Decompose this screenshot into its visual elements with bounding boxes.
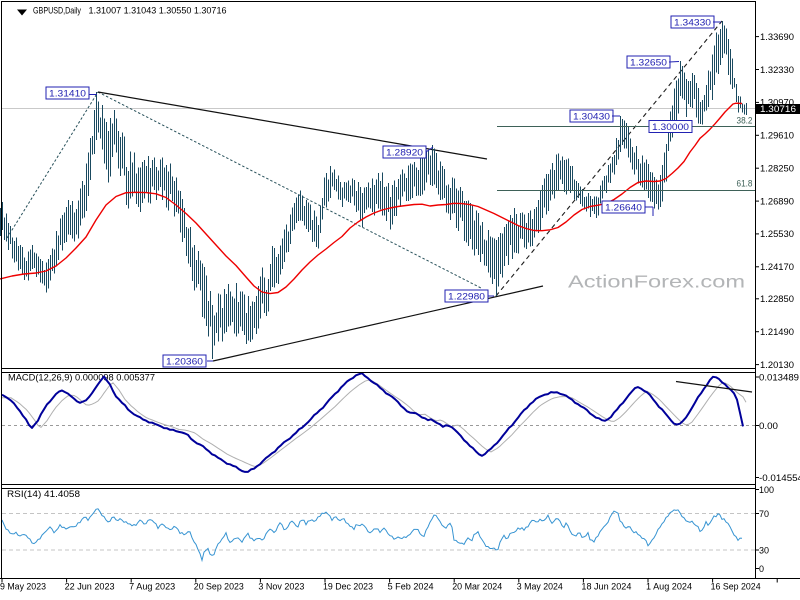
svg-text:5 Feb 2024: 5 Feb 2024 <box>388 582 434 592</box>
svg-text:1.26640: 1.26640 <box>605 203 642 214</box>
svg-text:1.31007 1.31043 1.30550 1.3071: 1.31007 1.31043 1.30550 1.30716 <box>89 5 227 15</box>
svg-text:16 Sep 2024: 16 Sep 2024 <box>711 582 761 592</box>
svg-text:22 Jun 2023: 22 Jun 2023 <box>65 582 115 592</box>
svg-text:1.21490: 1.21490 <box>760 327 794 337</box>
svg-text:20 Sep 2023: 20 Sep 2023 <box>194 582 244 592</box>
svg-text:1.30430: 1.30430 <box>573 112 610 123</box>
svg-text:1.28920: 1.28920 <box>386 148 423 159</box>
svg-text:ActionForex.com: ActionForex.com <box>568 272 745 292</box>
svg-text:1.20360: 1.20360 <box>166 357 203 368</box>
svg-text:1.22850: 1.22850 <box>760 294 794 304</box>
svg-text:3 May 2024: 3 May 2024 <box>517 582 563 592</box>
svg-text:1 Aug 2024: 1 Aug 2024 <box>646 582 692 592</box>
svg-text:9 May 2023: 9 May 2023 <box>0 582 46 592</box>
svg-text:3 Nov 2023: 3 Nov 2023 <box>258 582 304 592</box>
svg-text:RSI(14) 41.4058: RSI(14) 41.4058 <box>7 489 80 499</box>
svg-text:100: 100 <box>759 485 774 495</box>
svg-text:1.25530: 1.25530 <box>760 229 794 239</box>
svg-text:1.30716: 1.30716 <box>760 104 796 114</box>
svg-text:61.8: 61.8 <box>737 179 753 189</box>
svg-text:0: 0 <box>759 564 764 574</box>
svg-text:1.28250: 1.28250 <box>760 164 794 174</box>
svg-text:7 Aug 2023: 7 Aug 2023 <box>129 582 175 592</box>
svg-text:MACD(12,26,9) 0.000098 0.00537: MACD(12,26,9) 0.000098 0.005377 <box>8 373 155 383</box>
svg-text:-0.014554: -0.014554 <box>759 473 800 483</box>
svg-text:1.30000: 1.30000 <box>652 122 689 133</box>
svg-text:18 Jun 2024: 18 Jun 2024 <box>581 582 631 592</box>
svg-text:1.32330: 1.32330 <box>760 65 794 75</box>
svg-text:30: 30 <box>759 545 769 555</box>
svg-text:1.22980: 1.22980 <box>448 292 485 303</box>
svg-text:0.00: 0.00 <box>759 421 778 431</box>
svg-text:1.33690: 1.33690 <box>760 32 794 42</box>
svg-text:19 Dec 2023: 19 Dec 2023 <box>323 582 373 592</box>
svg-text:38.2: 38.2 <box>737 116 753 126</box>
svg-text:1.34330: 1.34330 <box>674 18 711 29</box>
svg-text:1.24170: 1.24170 <box>760 262 794 272</box>
svg-text:GBPUSD,Daily: GBPUSD,Daily <box>33 5 81 15</box>
svg-text:1.20130: 1.20130 <box>760 360 794 370</box>
svg-text:1.26890: 1.26890 <box>760 196 794 206</box>
svg-text:20 Mar 2024: 20 Mar 2024 <box>452 582 502 592</box>
svg-text:1.31410: 1.31410 <box>49 89 86 100</box>
svg-text:1.30970: 1.30970 <box>760 98 794 108</box>
svg-text:0.013489: 0.013489 <box>759 372 799 382</box>
svg-text:70: 70 <box>759 509 769 519</box>
svg-text:1.32650: 1.32650 <box>630 58 667 69</box>
svg-text:1.29610: 1.29610 <box>760 131 794 141</box>
